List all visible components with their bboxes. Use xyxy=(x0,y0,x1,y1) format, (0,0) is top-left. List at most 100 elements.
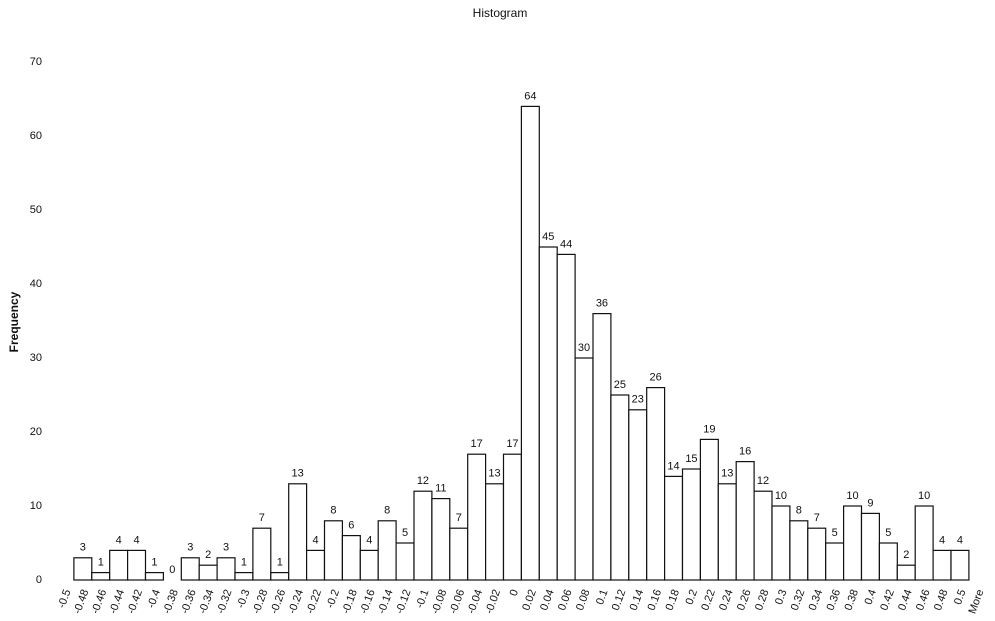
data-label: 10 xyxy=(775,490,787,502)
x-tick-label: -0.32 xyxy=(215,588,235,616)
bar xyxy=(646,387,666,581)
data-label: 2 xyxy=(205,549,211,561)
data-label: 4 xyxy=(312,534,318,546)
data-label: 4 xyxy=(116,534,122,546)
bar xyxy=(467,453,487,581)
y-tick-label: 30 xyxy=(30,352,42,364)
x-tick-label: 0.38 xyxy=(842,588,861,612)
data-label: 45 xyxy=(542,231,554,243)
bar xyxy=(306,549,326,581)
bar xyxy=(485,483,505,581)
bar xyxy=(914,505,934,581)
data-label: 4 xyxy=(366,534,372,546)
data-label: 7 xyxy=(456,512,462,524)
x-tick-label: 0 xyxy=(508,588,521,598)
x-tick-label: 0.1 xyxy=(594,588,611,606)
data-label: 3 xyxy=(187,542,193,554)
bar xyxy=(610,394,630,581)
data-label: 30 xyxy=(578,342,590,354)
x-tick-label: 0.02 xyxy=(520,588,539,612)
data-label: 12 xyxy=(417,475,429,487)
x-tick-label: 0.36 xyxy=(825,588,844,612)
y-tick-label: 70 xyxy=(30,56,42,68)
data-label: 25 xyxy=(614,379,626,391)
x-tick-label: 0.08 xyxy=(574,588,593,612)
bar xyxy=(449,527,469,581)
bar xyxy=(932,549,952,581)
bar xyxy=(735,461,755,581)
data-label: 15 xyxy=(685,453,697,465)
bar xyxy=(502,453,522,581)
x-tick-label: 0.18 xyxy=(663,588,682,612)
data-label: 7 xyxy=(259,512,265,524)
bar xyxy=(592,313,612,581)
data-label: 13 xyxy=(488,468,500,480)
x-tick-label: 0.28 xyxy=(753,588,772,612)
x-tick-label: 0.44 xyxy=(896,588,915,612)
y-tick-label: 50 xyxy=(30,204,42,216)
x-tick-label: 0.5 xyxy=(952,588,969,606)
data-label: 5 xyxy=(832,527,838,539)
data-label: 1 xyxy=(98,557,104,569)
x-tick-label: 0.32 xyxy=(789,588,808,612)
chart-title: Histogram xyxy=(473,6,528,20)
y-tick-label: 0 xyxy=(36,574,42,586)
x-tick-label: 0.3 xyxy=(773,588,790,606)
x-tick-label: 0.24 xyxy=(717,588,736,612)
data-label: 3 xyxy=(223,542,229,554)
bar xyxy=(413,490,433,581)
data-label: 1 xyxy=(151,557,157,569)
bar xyxy=(359,549,379,581)
data-label: 4 xyxy=(939,534,945,546)
x-tick-label: More xyxy=(967,588,987,616)
data-label: 4 xyxy=(957,534,963,546)
x-tick-label: 0.14 xyxy=(628,588,647,612)
data-label: 13 xyxy=(292,468,304,480)
bar xyxy=(699,438,719,581)
bar xyxy=(681,468,701,581)
bar xyxy=(431,498,451,581)
x-tick-label: -0.4 xyxy=(145,588,163,610)
bar xyxy=(807,527,827,581)
data-label: 8 xyxy=(796,505,802,517)
bar xyxy=(520,105,540,581)
data-label: 0 xyxy=(169,564,175,576)
bar xyxy=(144,571,164,581)
data-label: 26 xyxy=(650,372,662,384)
x-tick-label: 0.04 xyxy=(538,588,557,612)
bar xyxy=(109,549,129,581)
data-label: 5 xyxy=(402,527,408,539)
bar xyxy=(216,557,236,581)
bar xyxy=(574,357,594,581)
y-tick-label: 10 xyxy=(30,500,42,512)
x-tick-label: -0.22 xyxy=(304,588,324,616)
bar xyxy=(789,520,809,581)
x-tick-label: 0.16 xyxy=(646,588,665,612)
bar xyxy=(234,571,254,581)
x-tick-label: 0.48 xyxy=(932,588,951,612)
data-label: 3 xyxy=(80,542,86,554)
data-label: 10 xyxy=(846,490,858,502)
bar xyxy=(842,505,863,581)
x-tick-label: 0.46 xyxy=(914,588,933,612)
x-tick-label: 0.4 xyxy=(862,588,879,606)
x-tick-label: -0.5 xyxy=(56,588,74,610)
bar xyxy=(663,475,684,581)
y-axis-label: Frequency xyxy=(7,291,21,352)
bar xyxy=(270,571,290,581)
x-tick-label: 0.26 xyxy=(735,588,754,612)
y-tick-label: 40 xyxy=(30,278,42,290)
x-tick-label: -0.2 xyxy=(324,588,342,610)
data-label: 4 xyxy=(133,534,139,546)
y-tick-label: 60 xyxy=(30,130,42,142)
bar xyxy=(950,549,970,581)
data-label: 2 xyxy=(903,549,909,561)
x-tick-label: 0.06 xyxy=(556,588,575,612)
y-tick-label: 20 xyxy=(30,426,42,438)
data-label: 1 xyxy=(277,557,283,569)
bar xyxy=(198,564,218,581)
bar xyxy=(395,542,415,581)
data-label: 6 xyxy=(348,520,354,532)
bar xyxy=(878,542,898,581)
